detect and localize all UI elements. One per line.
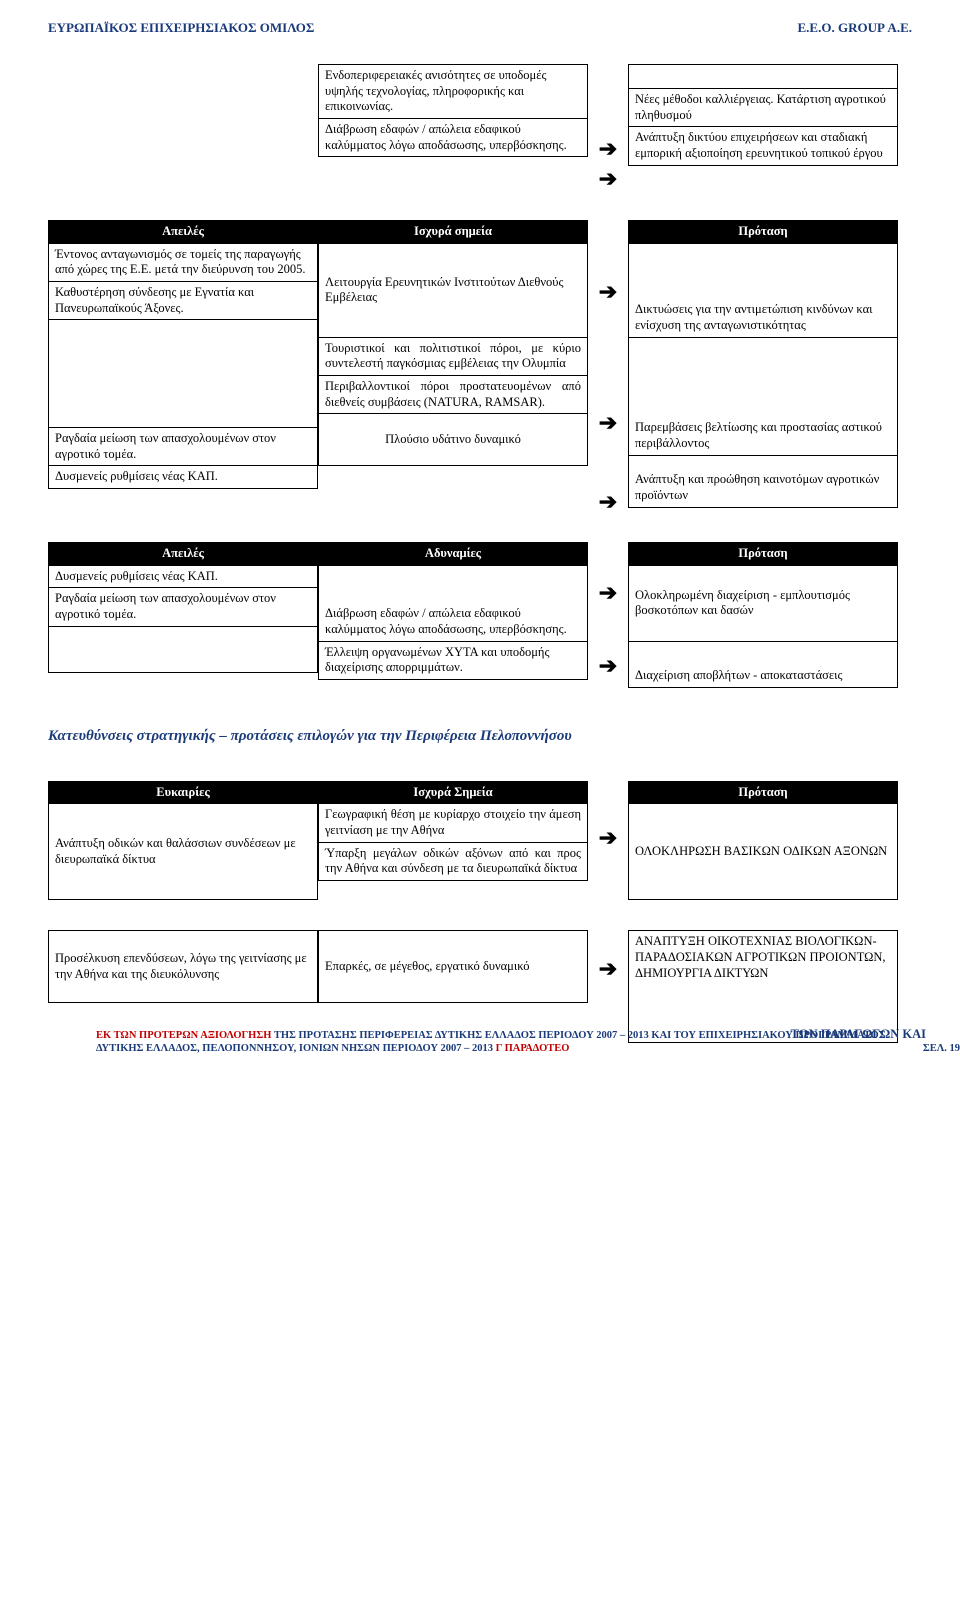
threats-table-1: Απειλές Έντονος ανταγωνισμός σε τομείς τ… xyxy=(48,220,318,489)
footer-line2b: Γ ΠΑΡΑΔΟΤΕΟ xyxy=(496,1043,570,1054)
threat-cell: Καθυστέρηση σύνδεσης με Εγνατία και Πανε… xyxy=(49,281,318,319)
point-cell: Τουριστικοί και πολιτιστικοί πόροι, με κ… xyxy=(319,337,588,375)
empty-cell xyxy=(629,65,898,89)
intro-mid-cell: Διάβρωση εδαφών / απώλεια εδαφικού καλύμ… xyxy=(319,118,588,156)
arrow-icon: ➔ xyxy=(599,954,617,984)
swot-block-1: Απειλές Έντονος ανταγωνισμός σε τομείς τ… xyxy=(48,220,912,520)
point-cell: Επαρκές, σε μέγεθος, εργατικό δυναμικό xyxy=(319,931,588,1003)
swot-block-2: Απειλές Δυσμενείς ρυθμίσεις νέας ΚΑΠ. Ρα… xyxy=(48,542,912,688)
intro-right-cell: Νέες μέθοδοι καλλιέργειας. Κατάρτιση αγρ… xyxy=(629,89,898,127)
threats-header: Απειλές xyxy=(49,543,318,566)
points-table-1: Ισχυρά σημεία Λειτουργία Ερευνητικών Ινσ… xyxy=(318,220,588,466)
empty-cell xyxy=(49,320,318,428)
proposal-table-3: Πρόταση ΟΛΟΚΛΗΡΩΣΗ ΒΑΣΙΚΩΝ ΟΔΙΚΩΝ ΑΞΟΝΩΝ xyxy=(628,781,898,901)
points-table-2: Αδυναμίες Διάβρωση εδαφών / απώλεια εδαφ… xyxy=(318,542,588,680)
proposal-table-2: Πρόταση Ολοκληρωμένη διαχείριση - εμπλου… xyxy=(628,542,898,688)
threat-cell: Ραγδαία μείωση των απασχολουμένων στον α… xyxy=(49,588,318,626)
threat-cell: Ραγδαία μείωση των απασχολουμένων στον α… xyxy=(49,428,318,466)
intro-row: Ενδοπεριφερειακές ανισότητες σε υποδομές… xyxy=(48,64,912,194)
proposal-cell: ΑΝΑΠΤΥΞΗ ΟΙΚΟΤΕΧΝΙΑΣ ΒΙΟΛΟΓΙΚΩΝ- ΠΑΡΑΔΟΣ… xyxy=(629,931,898,1043)
threats-header: Απειλές xyxy=(49,221,318,244)
intro-right-cell: Ανάπτυξη δικτύου επιχειρήσεων και σταδια… xyxy=(629,127,898,165)
proposal-cell: Παρεμβάσεις βελτίωσης και προστασίας αστ… xyxy=(629,337,898,455)
proposal-cell: Ολοκληρωμένη διαχείριση - εμπλουτισμός β… xyxy=(629,565,898,641)
page-header: ΕΥΡΩΠΑΪΚΟΣ ΕΠΙΧΕΙΡΗΣΙΑΚΟΣ ΟΜΙΛΟΣ Ε.Ε.Ο. … xyxy=(48,20,912,36)
opportunities-table: Ευκαιρίες Ανάπτυξη οδικών και θαλάσσιων … xyxy=(48,781,318,901)
intro-right-table: Νέες μέθοδοι καλλιέργειας. Κατάρτιση αγρ… xyxy=(628,64,898,166)
page-footer: ΕΚ ΤΩΝ ΠΡΟΤΕΡΩΝ ΑΞΙΟΛΟΓΗΣΗ ΤΗΣ ΠΡΟΤΑΣΗΣ … xyxy=(96,1029,960,1054)
points-header: Αδυναμίες xyxy=(319,543,588,566)
swot-block-3: Ευκαιρίες Ανάπτυξη οδικών και θαλάσσιων … xyxy=(48,781,912,901)
point-cell: Λειτουργία Ερευνητικών Ινστιτούτων Διεθν… xyxy=(319,243,588,337)
points-header: Ισχυρά Σημεία xyxy=(319,781,588,804)
threats-table-2: Απειλές Δυσμενείς ρυθμίσεις νέας ΚΑΠ. Ρα… xyxy=(48,542,318,673)
threat-cell: Δυσμενείς ρυθμίσεις νέας ΚΑΠ. xyxy=(49,565,318,588)
arrow-icon: ➔ xyxy=(599,651,617,681)
points-table-3: Ισχυρά Σημεία Γεωγραφική θέση με κυρίαρχ… xyxy=(318,781,588,881)
threat-cell: Έντονος ανταγωνισμός σε τομείς της παραγ… xyxy=(49,243,318,281)
arrow-icon: ➔ xyxy=(599,134,617,164)
points-table-4: Επαρκές, σε μέγεθος, εργατικό δυναμικό xyxy=(318,930,588,1003)
arrow-icon: ➔ xyxy=(599,277,617,307)
footer-line1a: ΕΚ ΤΩΝ ΠΡΟΤΕΡΩΝ ΑΞΙΟΛΟΓΗΣΗ xyxy=(96,1030,274,1041)
arrow-icon: ➔ xyxy=(599,578,617,608)
point-cell: Ύπαρξη μεγάλων οδικών αξόνων από και προ… xyxy=(319,842,588,880)
proposal-header: Πρόταση xyxy=(629,781,898,804)
opportunity-cell: Ανάπτυξη οδικών και θαλάσσιων συνδέσεων … xyxy=(49,804,318,900)
point-cell: Γεωγραφική θέση με κυρίαρχο στοιχείο την… xyxy=(319,804,588,842)
arrow-icon: ➔ xyxy=(599,164,617,194)
proposal-cell: Διαχείριση αποβλήτων - αποκαταστάσεις xyxy=(629,641,898,687)
header-left: ΕΥΡΩΠΑΪΚΟΣ ΕΠΙΧΕΙΡΗΣΙΑΚΟΣ ΟΜΙΛΟΣ xyxy=(48,20,314,36)
section-title: Κατευθύνσεις στρατηγικής – προτάσεις επι… xyxy=(48,728,912,745)
swot-block-4: Προσέλκυση επενδύσεων, λόγω της γειτνίασ… xyxy=(48,930,912,1043)
point-cell: Περιβαλλοντικοί πόροι προστατευομένων απ… xyxy=(319,375,588,413)
proposal-header: Πρόταση xyxy=(629,543,898,566)
point-cell: Έλλειψη οργανωμένων ΧΥΤΑ και υποδομής δι… xyxy=(319,641,588,679)
proposal-table-1: Πρόταση Δικτυώσεις για την αντιμετώπιση … xyxy=(628,220,898,508)
intro-mid-table: Ενδοπεριφερειακές ανισότητες σε υποδομές… xyxy=(318,64,588,157)
arrow-icon: ➔ xyxy=(599,823,617,853)
opportunity-cell: Προσέλκυση επενδύσεων, λόγω της γειτνίασ… xyxy=(49,931,318,1003)
proposal-header: Πρόταση xyxy=(629,221,898,244)
proposal-cell: ΟΛΟΚΛΗΡΩΣΗ ΒΑΣΙΚΩΝ ΟΔΙΚΩΝ ΑΞΟΝΩΝ xyxy=(629,804,898,900)
threat-cell: Δυσμενείς ρυθμίσεις νέας ΚΑΠ. xyxy=(49,466,318,489)
point-cell: Διάβρωση εδαφών / απώλεια εδαφικού καλύμ… xyxy=(319,565,588,641)
proposal-cell: Ανάπτυξη και προώθηση καινοτόμων αγροτικ… xyxy=(629,455,898,507)
page-number: ΣΕΛ. 19 xyxy=(923,1043,960,1054)
empty-cell xyxy=(49,626,318,672)
footer-overlap: ΤΩΝ ΠΑΡΑΓΩΓΩΝ ΚΑΙ xyxy=(790,1027,926,1042)
arrow-icon: ➔ xyxy=(599,487,617,517)
arrow-icon: ➔ xyxy=(599,408,617,438)
points-header: Ισχυρά σημεία xyxy=(319,221,588,244)
opportunities-header: Ευκαιρίες xyxy=(49,781,318,804)
intro-mid-cell: Ενδοπεριφερειακές ανισότητες σε υποδομές… xyxy=(319,65,588,119)
header-right: Ε.Ε.Ο. GROUP Α.Ε. xyxy=(798,20,913,36)
footer-line2a: ΔΥΤΙΚΗΣ ΕΛΛΑΔΟΣ, ΠΕΛΟΠΟΝΝΗΣΟΥ, ΙΟΝΙΩΝ ΝΗ… xyxy=(96,1043,496,1054)
opportunities-table-2: Προσέλκυση επενδύσεων, λόγω της γειτνίασ… xyxy=(48,930,318,1003)
point-cell: Πλούσιο υδάτινο δυναμικό xyxy=(319,414,588,466)
proposal-cell: Δικτυώσεις για την αντιμετώπιση κινδύνων… xyxy=(629,243,898,337)
